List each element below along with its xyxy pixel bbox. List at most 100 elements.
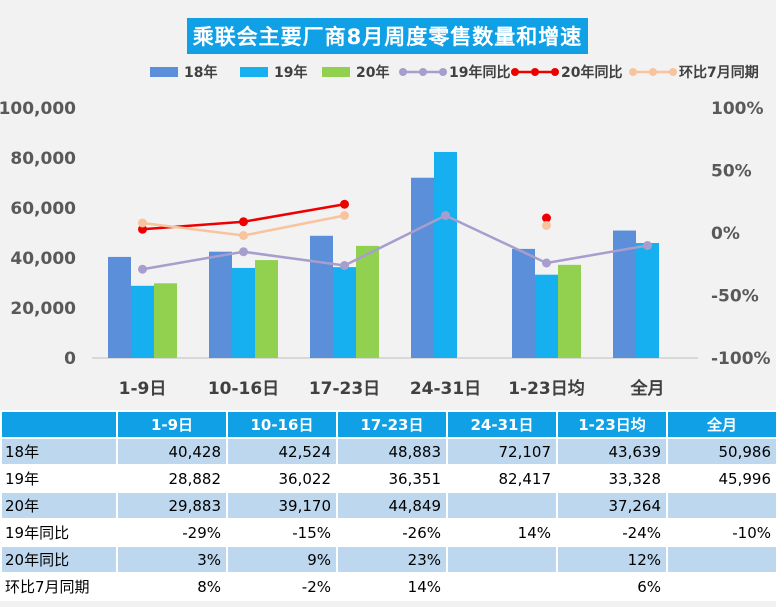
point-20年同比-1-9日 xyxy=(138,224,147,234)
table-cell: 14% xyxy=(446,518,558,547)
bar-20年-1-9日 xyxy=(154,283,177,358)
y-left-tick-label: 20,000 xyxy=(10,299,76,319)
bar-20年-1-23日均 xyxy=(558,264,581,358)
y-left-tick-label: 0 xyxy=(64,349,76,369)
bar-19年-17-23日 xyxy=(333,267,356,358)
y-left-tick-label: 40,000 xyxy=(10,249,76,269)
x-tick-label: 10-16日 xyxy=(208,379,279,399)
line-segment-20年同比 xyxy=(142,220,244,231)
table-cell xyxy=(446,572,558,601)
table-row: 环比7月同期 8% -2% 14% 6% xyxy=(0,572,776,601)
table-cell: 36,351 xyxy=(336,464,448,493)
table-cell xyxy=(666,545,776,574)
table-cell: 28,882 xyxy=(116,464,228,493)
x-tick-label: 全月 xyxy=(630,378,665,399)
table-row-label: 20年同比 xyxy=(0,545,118,574)
legend-label: 20年 xyxy=(356,64,389,81)
legend-label: 环比7月同期 xyxy=(679,64,759,81)
table-cell: 9% xyxy=(226,545,338,574)
bar-18年-10-16日 xyxy=(209,251,232,358)
line-segment-19年同比 xyxy=(343,214,447,267)
bar-19年-全月 xyxy=(636,243,659,358)
x-tick-label: 24-31日 xyxy=(410,379,481,399)
point-19年同比-24-31日 xyxy=(441,211,450,220)
line-segment-19年同比 xyxy=(243,250,345,267)
table-header-cell: 10-16日 xyxy=(226,410,338,439)
legend-swatch-20年 xyxy=(322,67,350,77)
table-header-cell: 1-23日均 xyxy=(556,410,668,439)
table-header-cell: 全月 xyxy=(666,410,776,439)
y-right-tick-label: 0% xyxy=(711,224,740,244)
chart-svg: 0 20,000 40,000 60,000 80,000 100,000 -100% -50… xyxy=(0,64,771,399)
chart-area: 乘联会主要厂商8月周度零售数量和增速 0 20,000 40,000 60,000 80… xyxy=(0,18,771,399)
y-left-tick-label: 80,000 xyxy=(10,149,76,169)
legend-marker-20年同比 xyxy=(551,68,559,76)
point-19年同比-1-23日均 xyxy=(542,258,551,268)
x-tick-label: 17-23日 xyxy=(309,379,380,399)
line-segment-环比7月同期 xyxy=(243,214,345,237)
legend-label: 18年 xyxy=(184,64,217,81)
line-segment-环比7月同期 xyxy=(142,221,244,237)
x-tick-label: 1-23日均 xyxy=(508,378,585,399)
table-cell: 6% xyxy=(556,572,668,601)
table-cell: 39,170 xyxy=(226,491,338,520)
table-cell: 8% xyxy=(116,572,228,601)
bar-19年-1-23日均 xyxy=(535,274,558,358)
table-row: 19年同比 -29% -15% -26% 14% -24% -10% xyxy=(0,518,776,547)
table-cell: -15% xyxy=(226,518,338,547)
table-cell: 72,107 xyxy=(446,437,558,466)
table-cell: -2% xyxy=(226,572,338,601)
y-right-tick-label: 100% xyxy=(711,99,764,119)
table-cell: 44,849 xyxy=(336,491,448,520)
table-cell xyxy=(666,491,776,520)
table-row: 19年 28,882 36,022 36,351 82,417 33,328 4… xyxy=(0,464,776,493)
table-cell: 37,264 xyxy=(556,491,668,520)
point-20年同比-17-23日 xyxy=(340,199,349,209)
bar-18年-24-31日 xyxy=(411,177,434,358)
table-cell: 45,996 xyxy=(666,464,776,493)
table-row: 20年 29,883 39,170 44,849 37,264 xyxy=(0,491,776,520)
table-row-label: 18年 xyxy=(0,437,118,466)
table-cell xyxy=(666,572,776,601)
table-row-label: 20年 xyxy=(0,491,118,520)
table-row: 20年同比 3% 9% 23% 12% xyxy=(0,545,776,574)
legend-marker-19年同比 xyxy=(399,68,407,76)
line-segment-19年同比 xyxy=(142,250,244,271)
data-table: 1-9日 10-16日 17-23日 24-31日 1-23日均 全月 18年 … xyxy=(0,410,776,601)
bar-18年-1-23日均 xyxy=(512,248,535,358)
legend-marker-19年同比 xyxy=(419,68,427,76)
table-cell: 50,986 xyxy=(666,437,776,466)
chart-title: 乘联会主要厂商8月周度零售数量和增速 xyxy=(187,18,588,54)
point-环比7月同期-10-16日 xyxy=(239,231,248,240)
table-header-cell: 24-31日 xyxy=(446,410,558,439)
legend-swatch-19年 xyxy=(240,67,268,77)
point-19年同比-10-16日 xyxy=(239,247,248,257)
point-19年同比-1-9日 xyxy=(138,264,147,274)
point-19年同比-全月 xyxy=(643,241,652,250)
bar-18年-全月 xyxy=(613,230,636,358)
table-cell: 3% xyxy=(116,545,228,574)
table-cell: -24% xyxy=(556,518,668,547)
y-right-tick-label: -100% xyxy=(711,349,771,369)
legend-marker-20年同比 xyxy=(531,68,539,76)
line-segment-20年同比 xyxy=(243,203,345,223)
bar-19年-24-31日 xyxy=(434,151,457,358)
y-right-tick-label: -50% xyxy=(711,287,759,307)
point-20年同比-10-16日 xyxy=(239,217,248,227)
table-header-cell: 1-9日 xyxy=(116,410,228,439)
table-row-label: 环比7月同期 xyxy=(0,572,118,601)
table-cell: 42,524 xyxy=(226,437,338,466)
x-tick-label: 1-9日 xyxy=(119,379,167,399)
table-cell: 12% xyxy=(556,545,668,574)
bar-19年-1-9日 xyxy=(131,285,154,358)
legend-marker-19年同比 xyxy=(439,68,447,76)
point-环比7月同期-1-9日 xyxy=(138,218,147,228)
point-19年同比-17-23日 xyxy=(340,261,349,270)
point-环比7月同期-17-23日 xyxy=(340,211,349,220)
table-cell: 43,639 xyxy=(556,437,668,466)
point-环比7月同期-1-23日均 xyxy=(542,221,551,230)
table-cell: -10% xyxy=(666,518,776,547)
table-cell xyxy=(446,491,558,520)
y-left-tick-label: 100,000 xyxy=(0,99,76,119)
table-row-label: 19年 xyxy=(0,464,118,493)
